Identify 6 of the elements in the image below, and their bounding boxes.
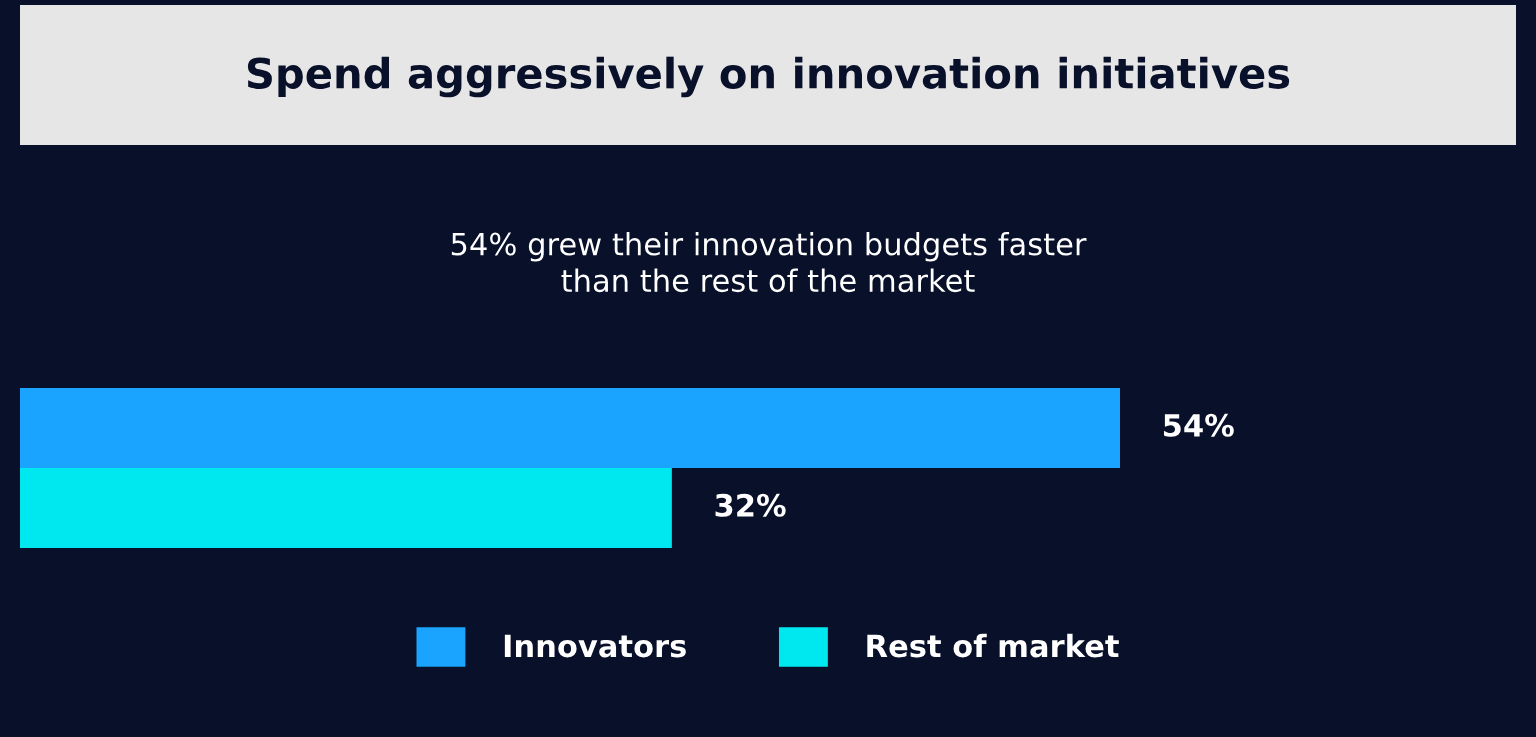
data-label: 54% <box>1164 413 1234 437</box>
chart-title: Spend aggressively on innovation initiatives <box>247 56 1290 98</box>
chart-subtitle: 54% grew their innovation budgets faster than the rest of the market <box>451 231 1087 293</box>
data-label: 32% <box>715 493 786 517</box>
legend-label: Innovators <box>504 634 686 658</box>
legend-label: Rest of market <box>867 633 1119 658</box>
